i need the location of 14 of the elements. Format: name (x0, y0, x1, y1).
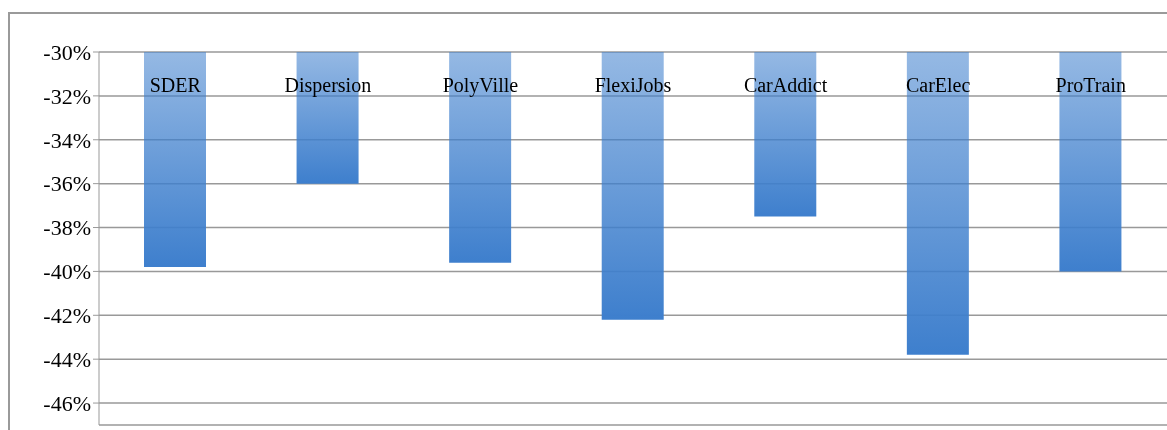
y-tick-label: -46% (43, 390, 91, 416)
y-tick-label: -38% (43, 215, 91, 241)
y-tick-label: -42% (43, 303, 91, 329)
y-tick-label: -40% (43, 259, 91, 285)
y-tick-label: -34% (43, 127, 91, 153)
y-tick-label: -30% (43, 39, 91, 65)
x-tick-label: SDER (149, 74, 202, 96)
y-tick-label: -32% (43, 83, 91, 109)
y-tick-label: -36% (43, 171, 91, 197)
x-tick-label: ProTrain (1055, 74, 1126, 96)
x-tick-label: PolyVille (442, 74, 519, 97)
y-tick-label: -44% (43, 346, 91, 372)
x-tick-label: CarElec (905, 74, 971, 96)
x-tick-label: FlexiJobs (594, 74, 672, 96)
